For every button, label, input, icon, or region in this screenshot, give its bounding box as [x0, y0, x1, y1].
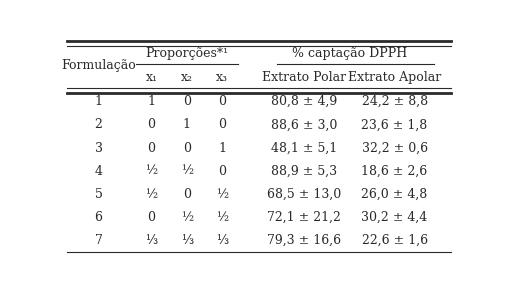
Text: ½: ½	[216, 211, 228, 224]
Text: ⅓: ⅓	[180, 234, 192, 247]
Text: 18,6 ± 2,6: 18,6 ± 2,6	[361, 165, 427, 178]
Text: 48,1 ± 5,1: 48,1 ± 5,1	[271, 141, 337, 155]
Text: 0: 0	[182, 188, 190, 201]
Text: 1: 1	[147, 95, 155, 108]
Text: 88,9 ± 5,3: 88,9 ± 5,3	[271, 165, 337, 178]
Text: 80,8 ± 4,9: 80,8 ± 4,9	[271, 95, 337, 108]
Text: 0: 0	[147, 211, 155, 224]
Text: ⅓: ⅓	[145, 234, 157, 247]
Text: 0: 0	[147, 141, 155, 155]
Text: 24,2 ± 8,8: 24,2 ± 8,8	[361, 95, 427, 108]
Text: ½: ½	[180, 211, 192, 224]
Text: 0: 0	[218, 165, 226, 178]
Text: ½: ½	[180, 165, 192, 178]
Text: 88,6 ± 3,0: 88,6 ± 3,0	[271, 118, 337, 131]
Text: 4: 4	[94, 165, 103, 178]
Text: 0: 0	[182, 141, 190, 155]
Text: 1: 1	[94, 95, 103, 108]
Text: 2: 2	[94, 118, 103, 131]
Text: 26,0 ± 4,8: 26,0 ± 4,8	[361, 188, 427, 201]
Text: 3: 3	[94, 141, 103, 155]
Text: 1: 1	[218, 141, 226, 155]
Text: x₃: x₃	[216, 72, 228, 84]
Text: 5: 5	[94, 188, 103, 201]
Text: 23,6 ± 1,8: 23,6 ± 1,8	[361, 118, 427, 131]
Text: % captação DPPH: % captação DPPH	[291, 47, 407, 60]
Text: ⅓: ⅓	[216, 234, 228, 247]
Text: 72,1 ± 21,2: 72,1 ± 21,2	[267, 211, 341, 224]
Text: 0: 0	[147, 118, 155, 131]
Text: 0: 0	[182, 95, 190, 108]
Text: 22,6 ± 1,6: 22,6 ± 1,6	[361, 234, 427, 247]
Text: 32,2 ± 0,6: 32,2 ± 0,6	[361, 141, 427, 155]
Text: 30,2 ± 4,4: 30,2 ± 4,4	[361, 211, 427, 224]
Text: ½: ½	[145, 188, 157, 201]
Text: Proporções*¹: Proporções*¹	[145, 47, 228, 60]
Text: 68,5 ± 13,0: 68,5 ± 13,0	[267, 188, 341, 201]
Text: ½: ½	[145, 165, 157, 178]
Text: Extrato Apolar: Extrato Apolar	[347, 72, 440, 84]
Text: 1: 1	[182, 118, 190, 131]
Text: 79,3 ± 16,6: 79,3 ± 16,6	[267, 234, 341, 247]
Text: 0: 0	[218, 118, 226, 131]
Text: Extrato Polar: Extrato Polar	[262, 72, 346, 84]
Text: 6: 6	[94, 211, 103, 224]
Text: 0: 0	[218, 95, 226, 108]
Text: x₁: x₁	[145, 72, 157, 84]
Text: ½: ½	[216, 188, 228, 201]
Text: Formulação: Formulação	[61, 59, 136, 72]
Text: 7: 7	[94, 234, 103, 247]
Text: x₂: x₂	[180, 72, 192, 84]
